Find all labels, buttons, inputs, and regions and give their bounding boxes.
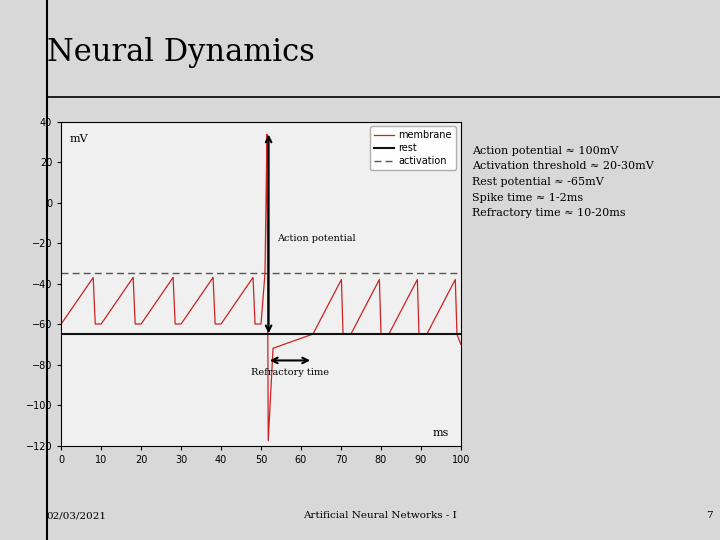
rest [57, 331, 66, 338]
Text: 7: 7 [706, 511, 713, 520]
rest [61, 331, 70, 338]
activation [61, 270, 70, 276]
membrane [456, 341, 465, 348]
membrane [130, 289, 138, 296]
membrane [57, 321, 66, 327]
membrane [297, 335, 305, 342]
Text: Artificial Neural Networks - I: Artificial Neural Networks - I [303, 511, 456, 520]
membrane [263, 131, 271, 138]
Text: ms: ms [433, 428, 449, 438]
Text: Action potential: Action potential [277, 234, 356, 244]
membrane [355, 314, 364, 321]
Line: membrane: membrane [61, 134, 461, 441]
Text: 02/03/2021: 02/03/2021 [47, 511, 107, 520]
Text: Refractory time: Refractory time [251, 368, 329, 376]
membrane [386, 329, 395, 335]
activation [57, 270, 66, 276]
membrane [317, 315, 325, 321]
Legend: membrane, rest, activation: membrane, rest, activation [370, 126, 456, 170]
membrane [210, 294, 218, 300]
Text: Action potential ≈ 100mV
Activation threshold ≈ 20-30mV
Rest potential ≈ -65mV
S: Action potential ≈ 100mV Activation thre… [472, 146, 653, 218]
Text: mV: mV [69, 134, 88, 145]
membrane [264, 437, 273, 444]
Text: Neural Dynamics: Neural Dynamics [47, 37, 315, 68]
